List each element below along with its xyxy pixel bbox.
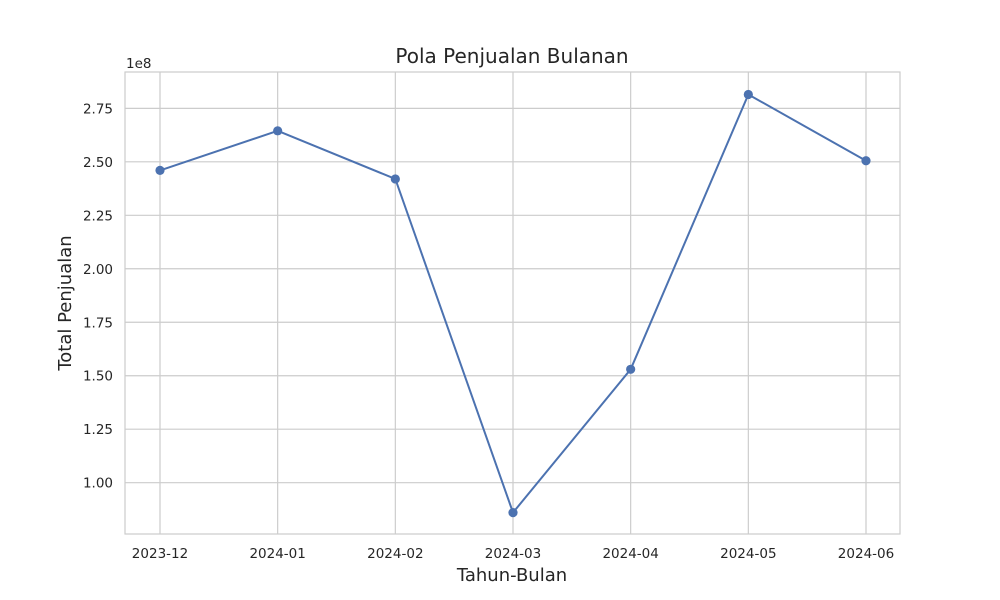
- x-tick-label: 2024-04: [602, 546, 658, 562]
- x-tick-label: 2024-02: [367, 546, 423, 562]
- data-point: [390, 174, 400, 184]
- data-point: [273, 126, 283, 136]
- x-tick-label: 2024-05: [720, 546, 776, 562]
- y-tick-label: 1.50: [83, 369, 113, 385]
- y-tick-label: 1.75: [83, 315, 113, 331]
- y-tick-label: 2.25: [83, 208, 113, 224]
- y-tick-labels: 1.00 1.25 1.50 1.75 2.00 2.25 2.50 2.75: [83, 101, 113, 491]
- y-offset-label: 1e8: [126, 56, 151, 72]
- chart-title: Pola Penjualan Bulanan: [395, 44, 628, 68]
- data-point: [155, 165, 165, 175]
- y-gridlines: [125, 107, 900, 484]
- y-axis-label: Total Penjualan: [55, 235, 76, 371]
- data-point: [861, 156, 871, 166]
- x-gridlines: [159, 72, 867, 534]
- y-tick-label: 2.00: [83, 262, 113, 278]
- y-tick-label: 2.75: [83, 101, 113, 117]
- data-point: [508, 508, 518, 518]
- plot-frame: [124, 71, 901, 535]
- x-axis-label: Tahun-Bulan: [456, 565, 567, 586]
- data-point: [626, 364, 636, 374]
- x-tick-label: 2024-01: [249, 546, 305, 562]
- series-layer: [155, 89, 871, 518]
- x-tick-labels: 2023-12 2024-01 2024-02 2024-03 2024-04 2024-…: [132, 546, 894, 562]
- data-point: [743, 89, 753, 100]
- y-tick-label: 1.00: [83, 476, 113, 492]
- x-tick-label: 2024-03: [485, 546, 541, 562]
- x-tick-label: 2023-12: [132, 546, 188, 562]
- x-tick-label: 2024-06: [838, 546, 894, 562]
- y-tick-label: 1.25: [83, 422, 113, 438]
- y-tick-label: 2.50: [83, 155, 113, 171]
